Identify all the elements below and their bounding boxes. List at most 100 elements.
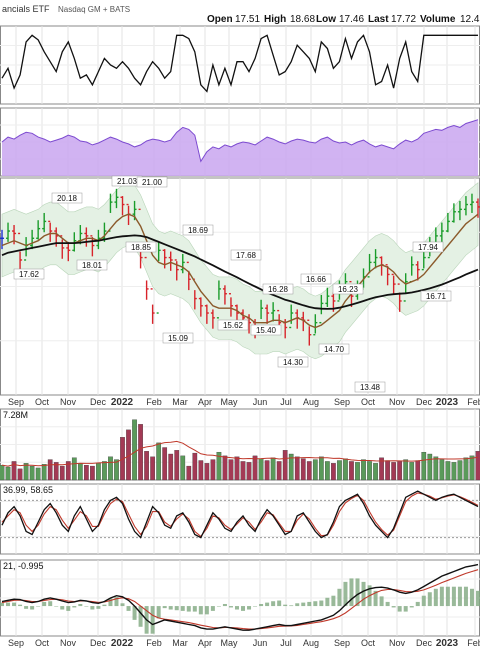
macd-histogram-bar	[216, 606, 221, 607]
price-annotation-box	[217, 319, 249, 331]
macd-histogram-bar	[66, 606, 71, 611]
macd-histogram-bar	[415, 601, 420, 607]
volume-bar	[282, 450, 288, 481]
price-bar	[48, 220, 53, 242]
price-bar	[198, 297, 203, 317]
volume-bar	[445, 461, 451, 481]
volume-bar	[11, 461, 17, 481]
price-axis-label: Nov	[389, 397, 406, 407]
macd-histogram-bar	[373, 590, 378, 607]
price-annotation-label: 14.30	[283, 358, 304, 367]
macd-histogram-bar	[265, 602, 270, 607]
volume-bar	[343, 458, 348, 481]
volume-bar	[71, 457, 77, 481]
price-bar	[0, 229, 4, 250]
bottom-axis-label: Feb	[467, 638, 480, 648]
price-annotation-label: 18.85	[131, 243, 152, 252]
macd-histogram-bar	[421, 595, 426, 607]
macd-histogram-bar	[90, 606, 95, 610]
price-annotation: 17.68	[230, 249, 262, 261]
volume-bar	[192, 452, 198, 481]
macd-histogram-bar	[42, 601, 47, 607]
price-axis-label: Aug	[303, 397, 319, 407]
bottom-axis-label: Nov	[60, 638, 77, 648]
date-axes: Sep Oct Nov Dec 2022 Feb Mar Apr May Jun Jul Aug Sep…	[8, 397, 480, 649]
open-label: Open	[207, 14, 233, 25]
price-bar	[66, 241, 71, 262]
oscillator-line	[1, 34, 478, 93]
price-annotation-label: 20.18	[57, 194, 78, 203]
macd-histogram-bar	[469, 588, 474, 607]
last-label: Last	[368, 14, 389, 25]
price-bar	[439, 222, 444, 242]
price-annotation: 14.70	[318, 343, 350, 355]
oscillator-panel	[1, 34, 478, 93]
macd-histogram-bar	[18, 604, 23, 607]
price-bar	[451, 203, 456, 223]
macd-histogram-bar	[108, 598, 113, 607]
volume-bar	[415, 460, 421, 481]
volume-bar	[210, 459, 216, 481]
price-annotation-label: 21.00	[142, 178, 163, 187]
volume-bar	[258, 458, 264, 481]
price-annotation-box	[51, 192, 83, 204]
macd-histogram-bar	[120, 603, 125, 607]
macd-histogram-bar	[427, 592, 432, 607]
bottom-axis-label: May	[220, 638, 238, 648]
price-annotation: 16.71	[420, 290, 452, 302]
macd-histogram-bar	[259, 603, 264, 607]
stochastic-d-line	[1, 492, 479, 538]
volume-bar	[337, 460, 342, 481]
price-annotation-box	[250, 324, 282, 336]
price-annotation-box	[230, 249, 262, 261]
volume-bar	[47, 459, 53, 481]
price-bar	[216, 280, 221, 319]
volume-bar	[361, 459, 366, 481]
macd-histogram-bar	[132, 606, 137, 620]
macd-histogram-bar	[343, 581, 348, 607]
volume-label: Volume	[420, 14, 456, 25]
macd-histogram-bar	[361, 581, 366, 607]
volume-bar	[469, 455, 475, 481]
macd-histogram-bar	[30, 606, 35, 610]
price-bar	[84, 227, 89, 247]
volume-bar	[294, 456, 300, 481]
macd-histogram-bar	[114, 597, 119, 607]
price-annotation: 16.23	[332, 283, 364, 295]
macd-histogram-bar	[391, 606, 396, 608]
macd-histogram-bar	[403, 606, 408, 612]
volume-bar	[385, 460, 390, 481]
macd-histogram-bar	[192, 606, 197, 612]
price-bar	[313, 314, 318, 336]
volume-bar	[53, 462, 59, 481]
price-bar	[445, 212, 450, 233]
volume-bar	[409, 462, 415, 481]
macd-histogram-bar	[228, 606, 233, 608]
price-annotation: 14.30	[277, 356, 309, 368]
price-bar	[150, 288, 155, 324]
price-annotation-label: 15.09	[168, 334, 189, 343]
price-annotation: 16.66	[300, 273, 332, 285]
price-axis-label: Dec	[90, 397, 107, 407]
volume-bar	[240, 461, 246, 481]
price-axis-label: Apr	[198, 397, 212, 407]
bottom-axis-label: 2022	[111, 638, 134, 649]
macd-histogram-bar	[198, 606, 203, 615]
bottom-axis-label: Aug	[303, 638, 319, 648]
price-bar	[114, 188, 119, 209]
volume-bar	[65, 461, 71, 481]
macd-histogram-bar	[0, 602, 4, 607]
volume-bar	[367, 461, 372, 481]
price-annotation-label: 17.62	[19, 270, 40, 279]
macd-histogram-bar	[439, 586, 444, 607]
volume-bar	[84, 464, 89, 481]
macd-histogram-bar	[283, 604, 288, 607]
volume-bar	[475, 451, 480, 481]
bottom-axis-label: Sep	[8, 638, 24, 648]
volume-bar	[204, 463, 210, 481]
macd-histogram-bar	[186, 606, 191, 612]
macd-histogram-bar	[476, 590, 480, 607]
price-axis-label: Oct	[361, 397, 376, 407]
macd-histogram-bar	[385, 601, 390, 607]
